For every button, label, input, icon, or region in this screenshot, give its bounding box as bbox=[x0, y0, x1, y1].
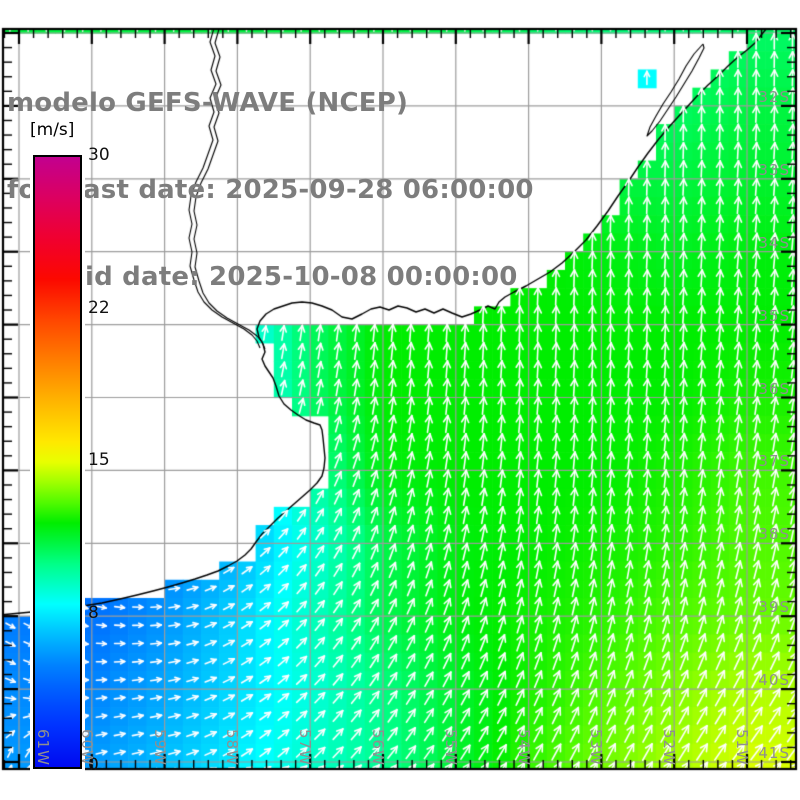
colorbar-tick-22: 22 bbox=[88, 297, 110, 318]
lon-label-58W: 58W bbox=[223, 729, 242, 766]
colorbar-tick-8: 8 bbox=[88, 602, 99, 623]
lon-label-61W: 61W bbox=[34, 729, 52, 766]
colorbar-tick-0: 0 bbox=[88, 755, 99, 775]
lon-label-56W: 56W bbox=[369, 729, 387, 766]
lon-label-53W: 53W bbox=[587, 729, 606, 766]
lon-label-55W: 55W bbox=[441, 729, 460, 766]
lat-label-37S: 37S bbox=[758, 452, 790, 471]
lon-label-59W: 59W bbox=[150, 729, 169, 766]
lat-label-41S: 41S bbox=[758, 744, 790, 762]
model-title: modelo GEFS-WAVE (NCEP) bbox=[7, 88, 409, 118]
lon-label-54W: 54W bbox=[514, 729, 533, 766]
colorbar-tick-30: 30 bbox=[88, 145, 110, 165]
lat-label-35S: 35S bbox=[758, 306, 790, 325]
lat-label-39S: 39S bbox=[758, 598, 790, 617]
lon-label-60W: 60W bbox=[77, 729, 96, 766]
lat-label-36S: 36S bbox=[758, 379, 790, 398]
lon-label-57W: 57W bbox=[296, 729, 315, 766]
colorbar-unit-label: [m/s] bbox=[30, 120, 75, 140]
colorbar-tick-15: 15 bbox=[88, 450, 110, 470]
colorbar-gradient bbox=[33, 155, 82, 769]
lat-label-33S: 33S bbox=[758, 160, 790, 179]
lat-label-40S: 40S bbox=[758, 671, 790, 690]
lat-label-38S: 38S bbox=[758, 525, 790, 544]
lat-label-34S: 34S bbox=[758, 233, 790, 252]
forecast-date: forecast date: 2025-09-28 06:00:00 bbox=[7, 175, 534, 205]
valid-date: valid date: 2025-10-08 00:00:00 bbox=[41, 262, 518, 292]
title-block: modelo GEFS-WAVE (NCEP) forecast date: 2… bbox=[7, 31, 534, 350]
lon-label-52W: 52W bbox=[660, 729, 679, 766]
lat-label-32S: 32S bbox=[758, 87, 790, 106]
